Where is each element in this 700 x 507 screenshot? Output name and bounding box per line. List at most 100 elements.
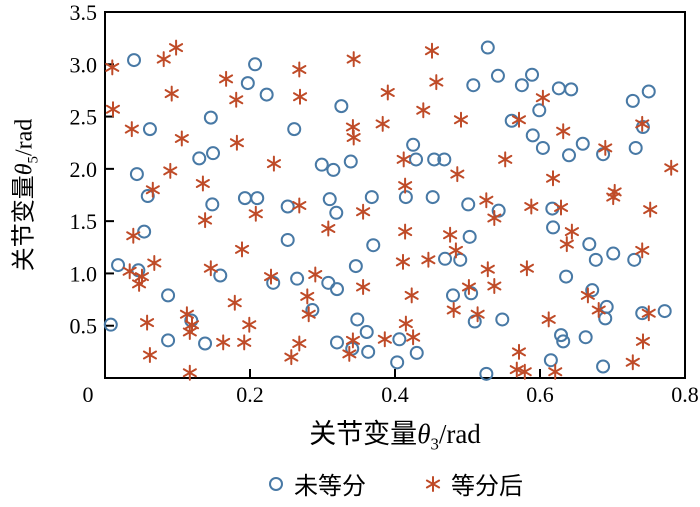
data-point-asterisk: [470, 306, 485, 323]
y-axis-label: 关节变量θ5/rad: [4, 119, 42, 272]
x-tick-label: 0.2: [236, 382, 264, 407]
data-point-asterisk: [487, 278, 502, 294]
data-point-circle: [361, 344, 376, 359]
data-point-asterisk: [284, 349, 299, 366]
data-point-circle: [535, 140, 550, 155]
data-point-asterisk: [301, 306, 316, 323]
data-point-circle: [280, 232, 295, 247]
data-point-asterisk: [292, 335, 307, 352]
data-point-circle: [409, 345, 424, 360]
data-point-circle: [137, 224, 152, 239]
data-point-asterisk: [356, 279, 371, 295]
data-point-circle: [343, 154, 358, 169]
x-axis: 0.2 0.4 0.6 0.8 0: [83, 369, 699, 407]
data-point-circle: [290, 271, 305, 286]
data-point-asterisk: [164, 85, 179, 102]
data-point-asterisk: [105, 59, 120, 76]
data-point-circle: [556, 334, 571, 349]
legend-item-split: 等分后: [424, 466, 523, 501]
legend: 未等分 等分后: [105, 466, 685, 501]
data-point-asterisk: [554, 199, 569, 216]
data-point-circle: [551, 81, 566, 96]
data-point-circle: [280, 199, 295, 214]
series-asterisks: [105, 39, 679, 381]
data-point-circle: [334, 99, 349, 114]
x-axis-label-symbol: θ: [417, 419, 431, 449]
data-point-asterisk: [635, 333, 650, 350]
data-point-circle: [321, 275, 336, 290]
data-point-asterisk: [216, 334, 231, 351]
legend-marker-shape: [425, 475, 441, 492]
data-point-circle: [588, 252, 603, 267]
data-point-circle: [314, 157, 329, 172]
y-tick-label: 3.0: [70, 52, 98, 77]
data-point-circle: [438, 251, 453, 266]
data-point-circle: [525, 67, 540, 82]
data-point-asterisk: [184, 316, 200, 333]
data-point-asterisk: [535, 89, 550, 106]
y-tick-label: 2.0: [70, 157, 98, 182]
data-point-circle: [427, 152, 442, 167]
data-point-asterisk: [380, 84, 395, 101]
circle-marker: [269, 476, 283, 491]
data-point-asterisk: [395, 253, 410, 270]
data-point-asterisk: [219, 70, 234, 87]
data-point-circle: [546, 220, 561, 235]
data-point-circle: [406, 137, 421, 152]
y-axis-label-subscript: 5: [25, 156, 42, 164]
data-point-asterisk: [479, 192, 494, 209]
data-point-circle: [641, 84, 656, 99]
y-tick-label: 1.5: [70, 209, 98, 234]
data-point-asterisk: [511, 111, 526, 128]
data-point-asterisk: [237, 334, 252, 351]
legend-marker-shape: [269, 476, 283, 491]
data-point-circle: [129, 167, 144, 182]
data-point-asterisk: [564, 223, 579, 240]
data-point-circle: [348, 259, 363, 274]
data-point-circle: [287, 122, 302, 137]
data-point-circle: [467, 314, 482, 329]
data-point-asterisk: [398, 315, 413, 332]
data-point-circle: [409, 152, 424, 167]
data-point-circle: [582, 237, 597, 252]
x-axis-label-text: 关节变量: [309, 419, 418, 449]
data-point-asterisk: [461, 279, 476, 295]
data-point-asterisk: [264, 268, 279, 285]
data-point-circle: [161, 288, 176, 303]
data-point-asterisk: [519, 260, 534, 277]
data-point-circle: [111, 258, 126, 273]
x-axis-label-subscript: 3: [430, 434, 439, 454]
data-point-circle: [627, 252, 642, 267]
data-point-circle: [203, 110, 218, 125]
data-point-circle: [142, 122, 157, 137]
data-point-circle: [564, 82, 579, 97]
data-point-asterisk: [404, 287, 419, 304]
data-point-asterisk: [635, 115, 650, 132]
data-point-circle: [240, 76, 255, 91]
data-point-asterisk: [321, 220, 336, 237]
data-point-asterisk: [556, 123, 571, 140]
data-point-asterisk: [396, 151, 411, 168]
y-axis-label-text: 关节变量: [11, 175, 38, 272]
data-point-asterisk: [517, 363, 532, 380]
data-point-circle: [559, 269, 574, 284]
data-point-asterisk: [132, 275, 147, 292]
y-tick-label: 1.0: [70, 261, 98, 286]
y-tick-label: 2.5: [70, 105, 98, 130]
data-point-circle: [237, 191, 252, 206]
data-point-asterisk: [235, 241, 250, 258]
data-point-asterisk: [598, 139, 613, 156]
data-point-asterisk: [643, 201, 658, 218]
data-point-asterisk: [580, 287, 595, 304]
x-tick-label: 0.4: [381, 382, 409, 407]
data-point-asterisk: [182, 324, 197, 340]
data-point-asterisk: [498, 151, 513, 168]
data-point-asterisk: [453, 111, 468, 128]
data-point-circle: [425, 190, 440, 205]
data-point-circle: [103, 317, 118, 332]
data-point-asterisk: [509, 361, 524, 378]
legend-label-split: 等分后: [451, 474, 523, 500]
data-point-asterisk: [266, 155, 281, 172]
